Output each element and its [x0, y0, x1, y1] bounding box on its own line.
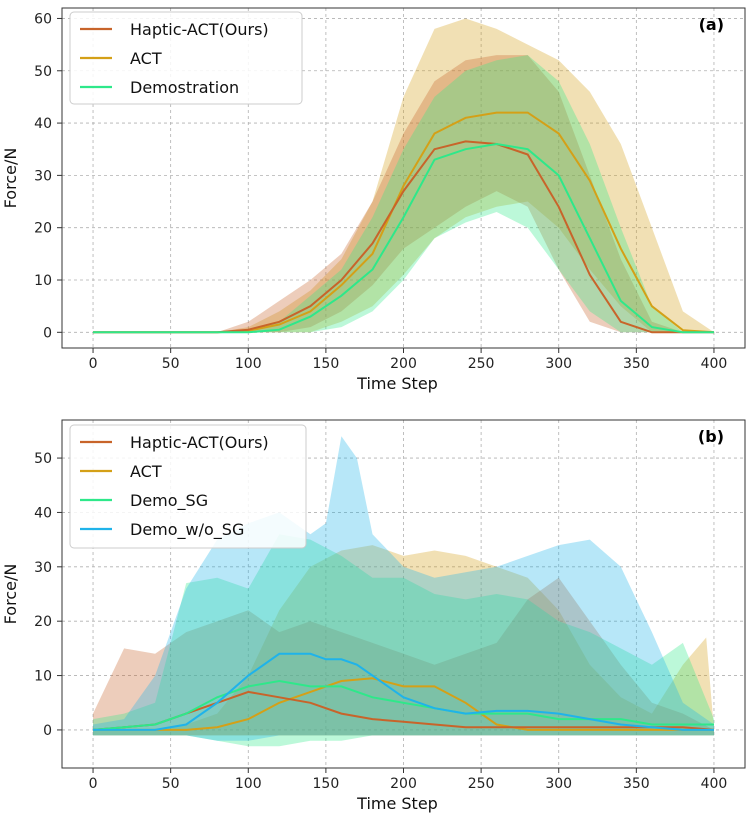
- x-tick-label: 300: [545, 776, 572, 792]
- x-tick-label: 250: [468, 356, 495, 372]
- y-tick-label: 50: [34, 64, 52, 80]
- x-axis-label: Time Step: [356, 794, 438, 813]
- x-tick-label: 350: [623, 356, 650, 372]
- y-tick-label: 40: [34, 116, 52, 132]
- x-tick-label: 400: [701, 356, 728, 372]
- line-demo-w-o-sg: [93, 652, 714, 731]
- chart-panel-b: 0 50 100 150 200 250 300 350 400 0 10 20 30 40 50 Time …: [1, 419, 746, 813]
- legend-label-demo-w-o-sg: Demo_w/o_SG: [130, 520, 244, 540]
- x-tick-label: 350: [623, 776, 650, 792]
- x-tick-label: 400: [701, 776, 728, 792]
- y-tick-label: 10: [34, 669, 52, 685]
- legend-label-haptic-act-ours: Haptic-ACT(Ours): [130, 20, 269, 39]
- legend-label-demo-sg: Demo_SG: [130, 491, 208, 511]
- y-tick-label: 50: [34, 451, 52, 467]
- x-tick-label: 50: [162, 356, 180, 372]
- band-demo-sg: [93, 534, 714, 747]
- x-axis-label: Time Step: [356, 374, 438, 393]
- legend-label-haptic-act-ours: Haptic-ACT(Ours): [130, 433, 269, 452]
- band-haptic-act-ours: [93, 55, 714, 333]
- legend-label-demostration: Demostration: [130, 78, 239, 97]
- y-axis-label: Force/N: [1, 564, 20, 625]
- legend: Haptic-ACT(Ours) ACT Demo_SG Demo_w/o_SG: [69, 424, 307, 549]
- x-tick-label: 100: [235, 776, 262, 792]
- grid: [62, 420, 745, 768]
- x-tick-label: 50: [162, 776, 180, 792]
- legend-box: [69, 11, 303, 105]
- y-tick-label: 10: [34, 273, 52, 289]
- x-tick-label: 300: [545, 356, 572, 372]
- band-demostration: [93, 55, 714, 333]
- y-tick-label: 0: [43, 723, 52, 739]
- y-axis-label: Force/N: [1, 148, 20, 209]
- band-demo-w-o-sg: [93, 436, 714, 741]
- panel-label: (b): [698, 427, 724, 446]
- legend: Haptic-ACT(Ours) ACT Demostration: [69, 11, 303, 105]
- x-tick-label: 0: [89, 356, 98, 372]
- x-tick-label: 0: [89, 776, 98, 792]
- x-tick-label: 150: [313, 776, 340, 792]
- band-act: [93, 545, 714, 736]
- x-tick-label: 100: [235, 356, 262, 372]
- chart-panel-a: 0 50 100 150 200 250 300 350 400 0 10 20 30 40 50 60 Tim…: [1, 7, 746, 393]
- y-tick-label: 20: [34, 221, 52, 237]
- legend-label-act: ACT: [130, 462, 162, 481]
- x-tick-label: 150: [313, 356, 340, 372]
- y-tick-label: 60: [34, 11, 52, 27]
- y-tick-label: 20: [34, 614, 52, 630]
- legend-label-act: ACT: [130, 49, 162, 68]
- band-act: [93, 18, 714, 333]
- line-act: [93, 677, 714, 731]
- line-demostration: [93, 142, 714, 334]
- line-haptic-act-ours: [92, 690, 715, 731]
- y-tick-label: 30: [34, 168, 52, 184]
- y-tick-label: 0: [43, 325, 52, 341]
- x-tick-label: 250: [468, 776, 495, 792]
- y-tick-label: 30: [34, 560, 52, 576]
- line-demo-sg: [92, 679, 714, 731]
- x-tick-label: 200: [390, 776, 417, 792]
- legend-box: [69, 424, 307, 549]
- y-tick-label: 40: [34, 505, 52, 521]
- x-tick-label: 200: [390, 356, 417, 372]
- band-haptic-act-ours: [93, 577, 714, 736]
- panel-label: (a): [699, 15, 724, 34]
